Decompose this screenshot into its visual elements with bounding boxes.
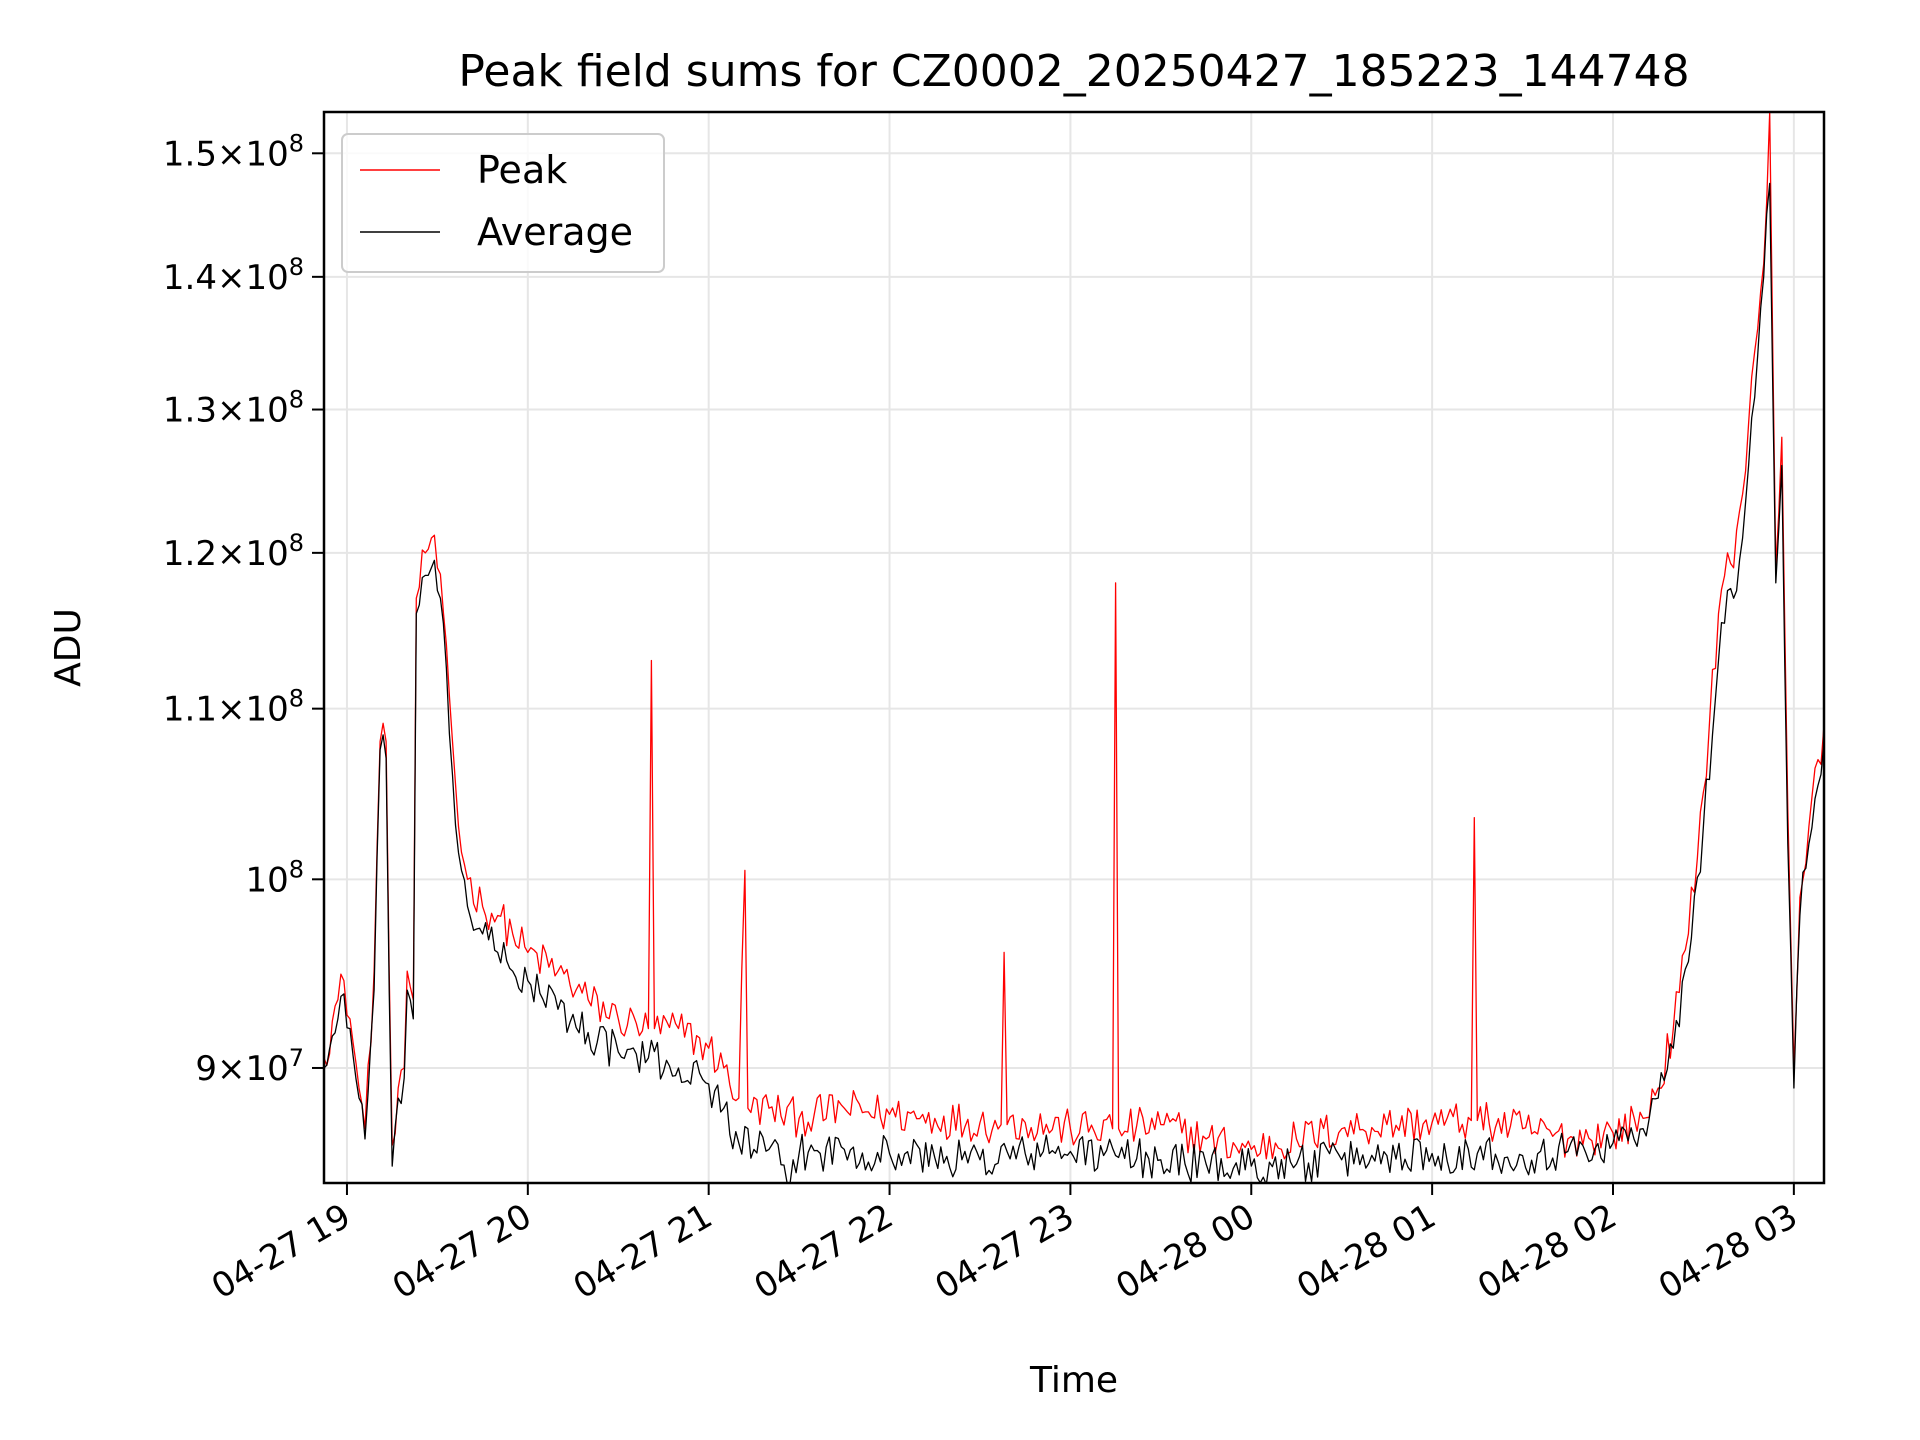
y-tick-label: 1.3×108	[163, 386, 304, 431]
x-axis-label: Time	[1029, 1360, 1118, 1401]
y-tick-label: 108	[245, 855, 304, 900]
y-tick-label: 1.1×108	[163, 685, 304, 730]
y-tick-label: 9×107	[195, 1044, 304, 1089]
y-axis-ticks: 9×107 108 1.1×108 1.2×108 1.3×108 1.4×108 1.5×…	[163, 129, 324, 1089]
plot-frame	[322, 110, 1826, 1185]
y-axis-label: ADU	[48, 608, 89, 687]
legend-box	[341, 133, 665, 273]
y-tick-label: 1.5×108	[163, 129, 304, 174]
legend-label-peak: Peak	[477, 148, 567, 192]
series-lines	[324, 112, 1824, 1183]
chart-title: Peak field sums for CZ0002_20250427_1852…	[458, 46, 1689, 97]
legend: Peak Average	[341, 133, 665, 273]
series-line-average	[324, 182, 1824, 1183]
y-tick-label: 1.2×108	[163, 529, 304, 574]
y-tick-label: 1.4×108	[163, 253, 304, 298]
legend-label-average: Average	[477, 210, 633, 254]
grid	[324, 112, 1824, 1183]
